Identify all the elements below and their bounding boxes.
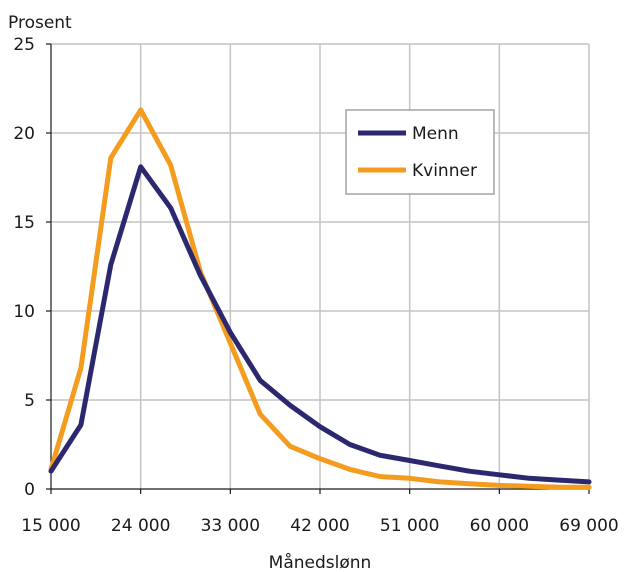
y-tick-label: 25	[13, 35, 35, 55]
x-tick-label: 60 000	[470, 516, 529, 536]
legend-label-menn: Menn	[412, 124, 459, 144]
x-tick-label: 33 000	[201, 516, 260, 536]
x-axis-title: Månedslønn	[269, 552, 372, 572]
y-tick-label: 15	[13, 213, 35, 233]
legend: Menn Kvinner	[345, 109, 495, 195]
y-tick-label: 5	[24, 391, 35, 411]
series-line-1	[48, 107, 592, 490]
y-tick-label: 0	[24, 480, 35, 500]
legend-label-kvinner: Kvinner	[412, 161, 477, 181]
series-lines	[48, 107, 592, 490]
grid	[46, 43, 590, 494]
x-tick-label: 51 000	[380, 516, 439, 536]
x-tick-label: 69 000	[559, 516, 618, 536]
x-tick-label: 15 000	[21, 516, 80, 536]
legend-box	[345, 109, 495, 195]
y-tick-label: 10	[13, 302, 35, 322]
y-axis-title: Prosent	[8, 13, 72, 33]
x-tick-label: 24 000	[111, 516, 170, 536]
series-line-0	[48, 164, 592, 485]
axis-ticks: 0 5 10 15 20 25 15 000 24 000 33 000 42 000 51 000…	[13, 35, 618, 536]
y-tick-label: 20	[13, 124, 35, 144]
x-tick-label: 42 000	[290, 516, 349, 536]
